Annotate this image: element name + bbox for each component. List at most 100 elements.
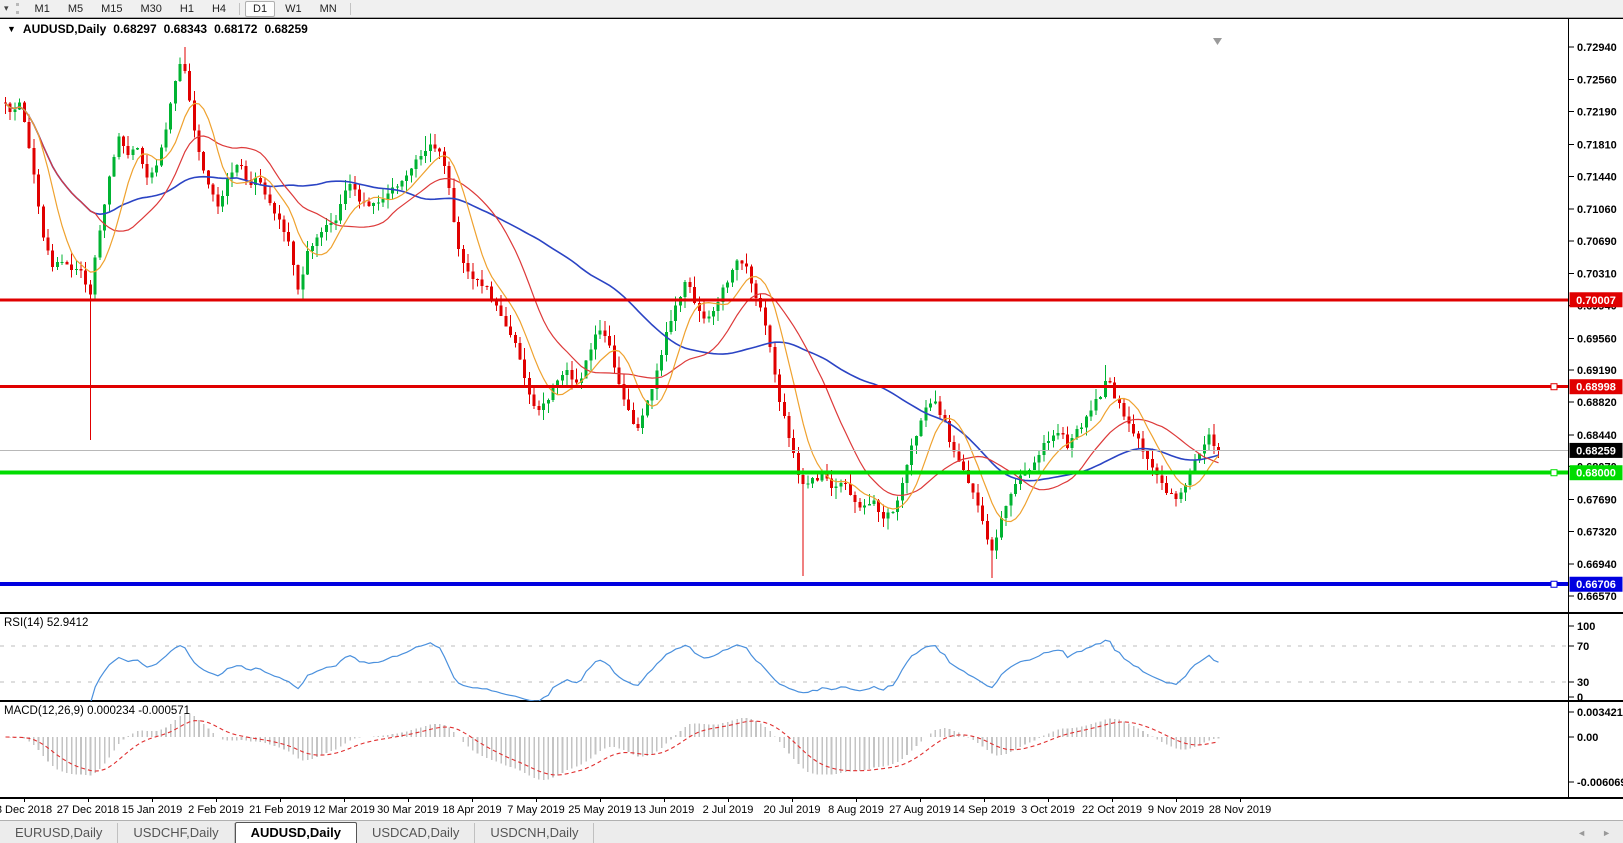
date-label: 18 Apr 2019	[442, 804, 502, 816]
chart-canvas[interactable]: 0.72940 0.72560 0.72190 0.71810 0.71440 0.710…	[0, 18, 1623, 613]
price-tick-label: 0.68440	[1577, 430, 1617, 442]
tab-scroll-right-icon[interactable]: ►	[1602, 827, 1611, 838]
price-badge-0.68998: 0.68998	[1576, 382, 1616, 394]
date-label: 20 Jul 2019	[763, 804, 821, 816]
price-tick-label: 0.67690	[1577, 494, 1617, 506]
date-label: 22 Oct 2019	[1082, 804, 1142, 816]
macd-scale-label: -0.006069	[1577, 777, 1623, 789]
tab-usdchf[interactable]: USDCHF,Daily	[118, 823, 235, 843]
date-tick	[152, 799, 153, 802]
chart-tab-bar: EURUSD,Daily USDCHF,Daily AUDUSD,Daily U…	[0, 820, 1623, 843]
price-tick-label: 0.70310	[1577, 269, 1617, 281]
date-label: 8 Aug 2019	[828, 804, 884, 816]
timeframe-button-m5[interactable]: M5	[67, 2, 84, 15]
ma-20-line	[5, 103, 1219, 496]
hline-handle[interactable]	[1550, 469, 1558, 477]
date-label: 14 Sep 2019	[952, 804, 1016, 816]
tab-audusd[interactable]: AUDUSD,Daily	[234, 822, 357, 843]
tab-usdcnh[interactable]: USDCNH,Daily	[475, 823, 595, 843]
price-tick-label: 0.72940	[1577, 42, 1617, 54]
rsi-panel[interactable]: 100 70 30 0	[0, 613, 1623, 701]
toolbar-dropdown-icon[interactable]: ▾	[4, 3, 9, 13]
tab-scroll-left-icon[interactable]: ◄	[1577, 827, 1587, 838]
date-tick	[536, 799, 537, 802]
chart-shift-marker-icon	[1213, 38, 1222, 45]
date-tick	[1048, 799, 1049, 802]
timeframe-button-w1[interactable]: W1	[285, 2, 302, 15]
price-tick-label: 0.68820	[1577, 397, 1617, 409]
toolbar-grip[interactable]	[15, 3, 19, 14]
date-label: 25 May 2019	[568, 804, 632, 816]
macd-scale-label: 0.003421	[1577, 707, 1623, 719]
candles-layer	[4, 47, 1221, 578]
ohlc-open: 0.68297	[113, 22, 157, 36]
date-tick	[280, 799, 281, 802]
date-tick	[1240, 799, 1241, 802]
timeframe-button-m30[interactable]: M30	[140, 2, 162, 15]
macd-panel[interactable]: 0.003421 0.00 -0.006069	[0, 701, 1623, 798]
chart-menu-arrow-icon[interactable]: ▼	[7, 24, 16, 34]
toolbar-separator	[349, 2, 351, 15]
date-tick	[24, 799, 25, 802]
date-label: 12 Mar 2019	[313, 804, 375, 816]
rsi-scale-label: 0	[1577, 692, 1583, 701]
price-badge-0.68000: 0.68000	[1576, 468, 1616, 480]
price-tick-label: 0.71060	[1577, 204, 1617, 216]
price-badge-0.70007: 0.70007	[1576, 295, 1616, 307]
timeframe-button-m1[interactable]: M1	[34, 2, 50, 15]
price-tick-label: 0.71440	[1577, 171, 1617, 183]
price-tick-label: 0.72560	[1577, 75, 1617, 87]
date-tick	[600, 799, 601, 802]
timeframe-button-d1[interactable]: D1	[245, 0, 276, 17]
date-label: 15 Jan 2019	[121, 804, 183, 816]
date-tick	[1176, 799, 1177, 802]
price-tick-label: 0.71810	[1577, 139, 1617, 151]
timeframe-button-mn[interactable]: MN	[319, 2, 337, 15]
date-tick	[984, 799, 985, 802]
price-axis[interactable]: 0.72940 0.72560 0.72190 0.71810 0.71440 0.710…	[1568, 42, 1623, 603]
date-tick	[920, 799, 921, 802]
hline-handle[interactable]	[1550, 383, 1558, 391]
hline-handle[interactable]	[1550, 580, 1558, 588]
date-tick	[88, 799, 89, 802]
date-label: 8 Dec 2018	[0, 804, 53, 816]
timeframe-button-h4[interactable]: H4	[211, 2, 227, 15]
price-tick-label: 0.69560	[1577, 333, 1617, 345]
rsi-scale-label: 30	[1577, 677, 1589, 689]
date-tick	[728, 799, 729, 802]
date-tick	[344, 799, 345, 802]
price-tick-label: 0.66940	[1577, 559, 1617, 571]
price-tick-label: 0.70690	[1577, 236, 1617, 248]
tab-eurusd[interactable]: EURUSD,Daily	[0, 823, 119, 843]
price-tick-label: 0.66570	[1577, 591, 1617, 603]
date-label: 7 May 2019	[507, 804, 565, 816]
rsi-scale-label: 70	[1577, 641, 1589, 653]
date-label: 13 Jun 2019	[633, 804, 695, 816]
timeframe-button-h1[interactable]: H1	[179, 2, 194, 15]
date-tick	[408, 799, 409, 802]
tab-usdcad[interactable]: USDCAD,Daily	[357, 823, 476, 843]
date-tick	[1112, 799, 1113, 802]
ohlc-low: 0.68172	[214, 22, 258, 36]
rsi-indicator-label: RSI(14) 52.9412	[4, 617, 89, 629]
date-tick	[792, 799, 793, 802]
price-badge-0.66706: 0.66706	[1576, 579, 1616, 591]
ohlc-high: 0.68343	[163, 22, 208, 36]
date-label: 21 Feb 2019	[249, 804, 311, 816]
date-label: 9 Nov 2019	[1147, 804, 1205, 816]
date-label: 27 Dec 2018	[56, 804, 120, 816]
date-label: 30 Mar 2019	[377, 804, 439, 816]
timeframe-button-m15[interactable]: M15	[101, 2, 123, 15]
macd-histogram	[9, 713, 1220, 780]
ma-50-line	[4, 102, 1219, 482]
chart-title: ▼ AUDUSD,Daily 0.68297 0.68343 0.68172 0…	[7, 22, 308, 36]
date-label: 2 Feb 2019	[188, 804, 244, 816]
macd-scale-label: 0.00	[1577, 732, 1598, 744]
price-tick-label: 0.67320	[1577, 526, 1617, 538]
timeframe-toolbar: ▾ M1 M5 M15 M30 H1 H4 D1 W1 MN	[0, 0, 1623, 18]
price-tick-label: 0.69190	[1577, 365, 1617, 377]
macd-indicator-label: MACD(12,26,9) 0.000234 -0.000571	[4, 705, 191, 717]
toolbar-separator	[239, 2, 241, 15]
date-tick	[216, 799, 217, 802]
date-axis[interactable]: 8 Dec 2018 27 Dec 2018 15 Jan 2019 2 Feb 20…	[0, 798, 1623, 821]
